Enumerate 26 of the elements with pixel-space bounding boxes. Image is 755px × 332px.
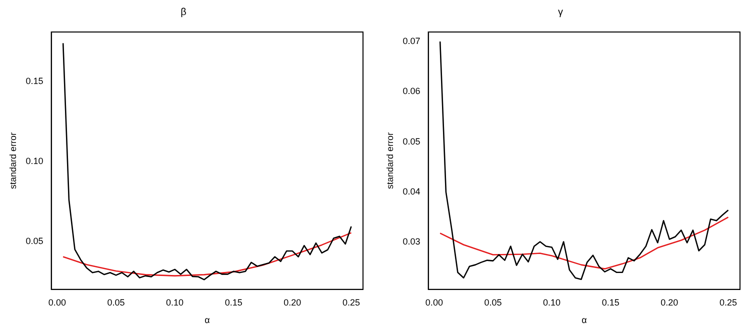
x-tick-label: 0.25 [719, 297, 738, 308]
y-tick-label: 0.15 [26, 76, 44, 86]
y-tick-label: 0.04 [402, 186, 420, 197]
y-tick-label: 0.06 [402, 86, 420, 96]
x-axis-title: α [204, 315, 210, 326]
x-tick-label: 0.15 [602, 297, 620, 308]
x-tick-label: 0.10 [166, 297, 184, 308]
x-tick-label: 0.05 [107, 297, 125, 308]
y-tick-label: 0.10 [26, 156, 44, 166]
y-tick-label: 0.05 [402, 136, 420, 146]
y-tick-label: 0.03 [402, 236, 420, 247]
x-tick-label: 0.00 [48, 297, 66, 308]
y-axis-title: standard error [384, 132, 395, 189]
x-tick-label: 0.15 [224, 297, 242, 308]
x-tick-label: 0.05 [484, 297, 502, 308]
y-axis-title: standard error [8, 132, 18, 189]
y-tick-label: 0.05 [26, 236, 44, 246]
x-tick-label: 0.20 [284, 297, 302, 308]
x-tick-label: 0.20 [660, 297, 678, 308]
chart-title: β [180, 6, 187, 18]
x-tick-label: 0.25 [342, 297, 360, 308]
y-tick-label: 0.07 [402, 36, 420, 46]
x-tick-label: 0.10 [543, 297, 561, 308]
x-tick-label: 0.00 [425, 297, 443, 308]
chart-title: γ [558, 6, 563, 18]
x-axis-title: α [582, 315, 587, 326]
